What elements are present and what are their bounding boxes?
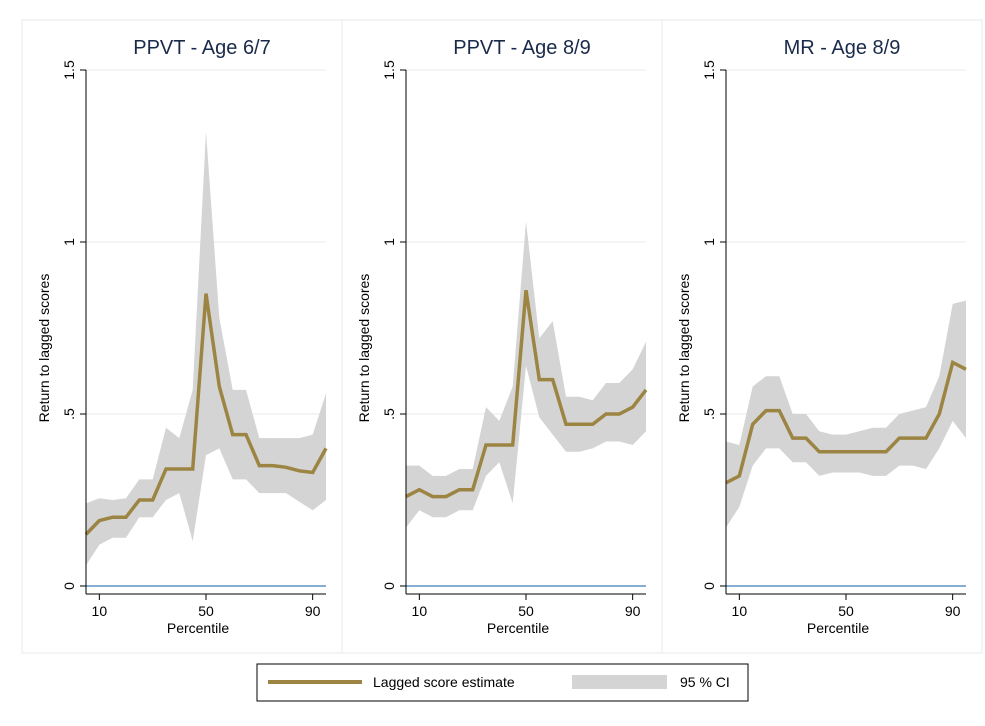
ci-band — [726, 300, 966, 528]
y-tick-label: 0 — [701, 582, 717, 590]
y-tick-label: 1 — [61, 238, 77, 246]
y-axis-label: Return to lagged scores — [36, 274, 52, 423]
x-tick-label: 50 — [198, 603, 214, 619]
ci-band — [86, 131, 326, 566]
panel-ppvt-age-6-7: 0.511.510 50 90 PPVT - Age 6/7 Percentile … — [21, 19, 343, 654]
y-tick-label: 1.5 — [701, 60, 717, 80]
panel-ppvt-age-8-9: 0.511.510 50 90 PPVT - Age 8/9 Percentile … — [341, 19, 663, 654]
x-tick-label: 50 — [518, 603, 534, 619]
estimate-line — [725, 359, 967, 485]
y-tick-label: 0 — [61, 582, 77, 590]
panel-border — [661, 19, 983, 654]
estimate-line-layer — [84, 293, 328, 536]
y-tick-label: 1 — [381, 238, 397, 246]
legend-ci-swatch — [572, 675, 667, 689]
panel-title: PPVT - Age 8/9 — [453, 37, 591, 59]
panel-border — [21, 19, 343, 654]
axes — [720, 69, 966, 600]
x-tick-label: 10 — [412, 603, 428, 619]
y-axis-label: Return to lagged scores — [356, 274, 372, 423]
estimate-line-layer — [405, 289, 648, 499]
panel-mr-age-8-9: 0 .5 1 1.5 10 50 90 MR - Age 8/9 Percentile Re… — [661, 19, 983, 654]
y-tick-label: .5 — [61, 408, 77, 420]
axes — [80, 69, 326, 600]
y-tick-label: 1.5 — [61, 60, 77, 80]
x-tick-label: 50 — [838, 603, 854, 619]
x-axis-label: Percentile — [167, 620, 229, 636]
x-axis-label: Percentile — [487, 620, 549, 636]
x-tick-label: 90 — [305, 603, 321, 619]
estimate-line — [84, 293, 328, 536]
y-tick-label: .5 — [701, 408, 717, 420]
panel-title: MR - Age 8/9 — [784, 37, 901, 59]
legend-estimate-label: Lagged score estimate — [373, 674, 515, 690]
panel-title: PPVT - Age 6/7 — [133, 37, 271, 59]
estimate-line — [405, 289, 648, 499]
legend: Lagged score estimate 95 % CI — [256, 663, 749, 702]
x-tick-label: 90 — [625, 603, 641, 619]
tick-labels: 0 .5 1 1.5 10 50 90 — [701, 60, 961, 619]
panel-border — [341, 19, 663, 654]
x-tick-label: 10 — [92, 603, 108, 619]
estimate-line-layer — [725, 359, 967, 485]
y-tick-label: .5 — [381, 408, 397, 420]
y-tick-label: 1.5 — [381, 60, 397, 80]
x-tick-label: 90 — [945, 603, 961, 619]
axes — [400, 69, 646, 600]
ci-band-layer — [726, 300, 966, 528]
y-tick-label: 1 — [701, 238, 717, 246]
y-axis-label: Return to lagged scores — [676, 274, 692, 423]
x-axis-label: Percentile — [807, 620, 869, 636]
tick-labels: 0 .5 1 1.5 10 50 90 — [381, 60, 641, 619]
x-tick-label: 10 — [732, 603, 748, 619]
legend-ci-label: 95 % CI — [680, 674, 730, 690]
ci-band-layer — [86, 131, 326, 566]
y-tick-label: 0 — [381, 582, 397, 590]
tick-labels: 0 .5 1 1.5 10 50 90 — [61, 60, 321, 619]
